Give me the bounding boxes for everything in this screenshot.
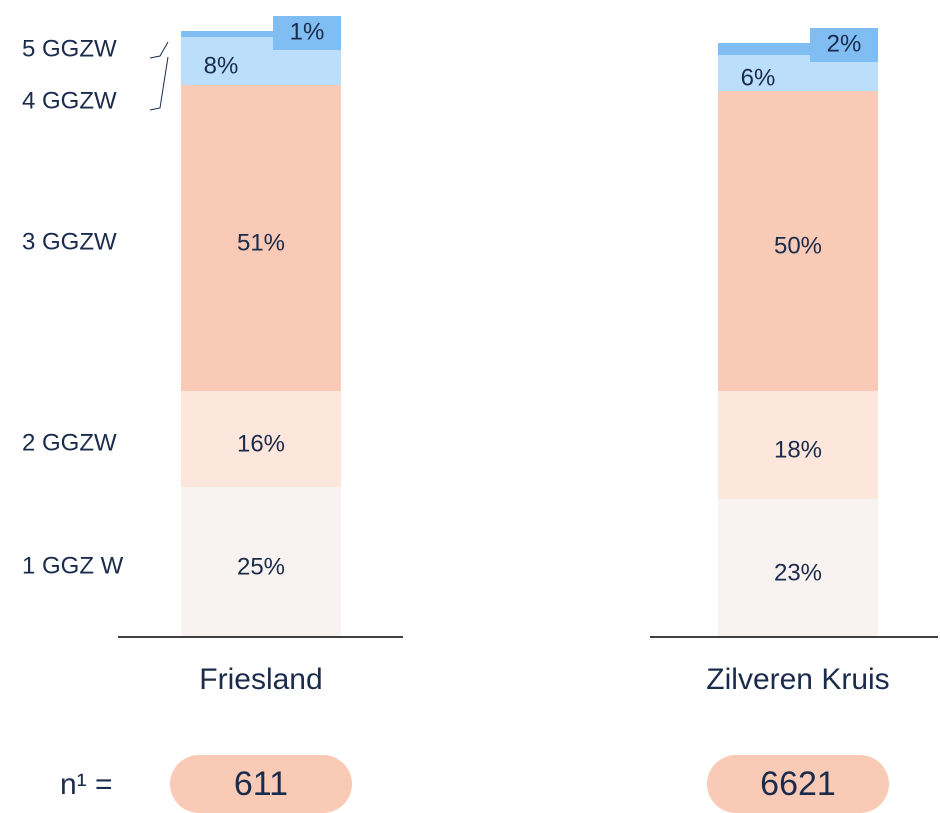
value-label: 1% [290,18,325,45]
category-label: Zilveren Kruis [706,663,889,696]
series-label: 2 GGZW [22,429,117,456]
value-label: 8% [204,52,239,79]
value-label: 50% [774,232,822,259]
series-label: 1 GGZ W [22,552,124,579]
bar-segment [181,31,341,37]
bar-segment [718,391,878,499]
bar-segment [181,487,341,637]
series-label: 3 GGZW [22,228,117,255]
leader-line [149,41,169,59]
label-box [810,28,878,62]
category-label: Friesland [199,663,322,696]
n-value: 6621 [760,765,836,803]
value-label: 51% [237,229,285,256]
n-pill [707,755,889,813]
series-label: 5 GGZW [22,35,117,62]
bar-segment [718,499,878,637]
series-label: 4 GGZW [22,87,117,114]
bar-segment [181,85,341,391]
bar-segment [718,91,878,391]
bar-segment [181,391,341,487]
value-label: 2% [827,30,862,57]
value-label: 25% [237,553,285,580]
leader-line [149,56,169,111]
value-label: 16% [237,430,285,457]
n-pill [170,755,352,813]
n-label: n¹ = [60,768,113,801]
value-label: 18% [774,436,822,463]
value-label: 23% [774,559,822,586]
label-box [273,16,341,50]
value-label: 6% [741,64,776,91]
n-value: 611 [234,765,288,803]
